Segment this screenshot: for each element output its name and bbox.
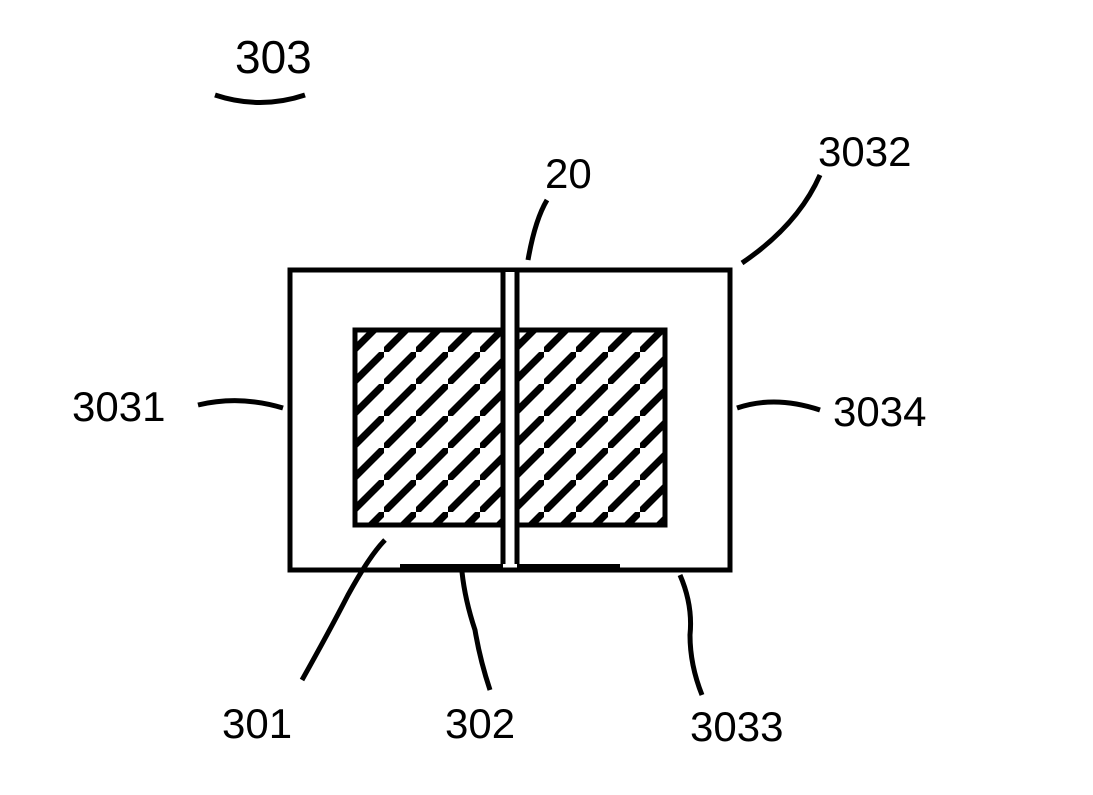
leader-301 — [302, 540, 385, 680]
leader-3034 — [737, 402, 820, 410]
leader-303 — [215, 95, 305, 103]
label-301: 301 — [222, 700, 292, 748]
leader-3033 — [680, 575, 702, 695]
label-3033: 3033 — [690, 703, 783, 751]
label-303: 303 — [235, 30, 312, 84]
label-3034: 3034 — [833, 388, 926, 436]
leader-3031 — [198, 401, 283, 408]
label-302: 302 — [445, 700, 515, 748]
label-20: 20 — [545, 150, 592, 198]
label-3031: 3031 — [72, 383, 165, 431]
leader-302 — [462, 572, 490, 690]
label-3032: 3032 — [818, 128, 911, 176]
leader-3032 — [742, 175, 820, 263]
leader-20 — [528, 200, 547, 260]
